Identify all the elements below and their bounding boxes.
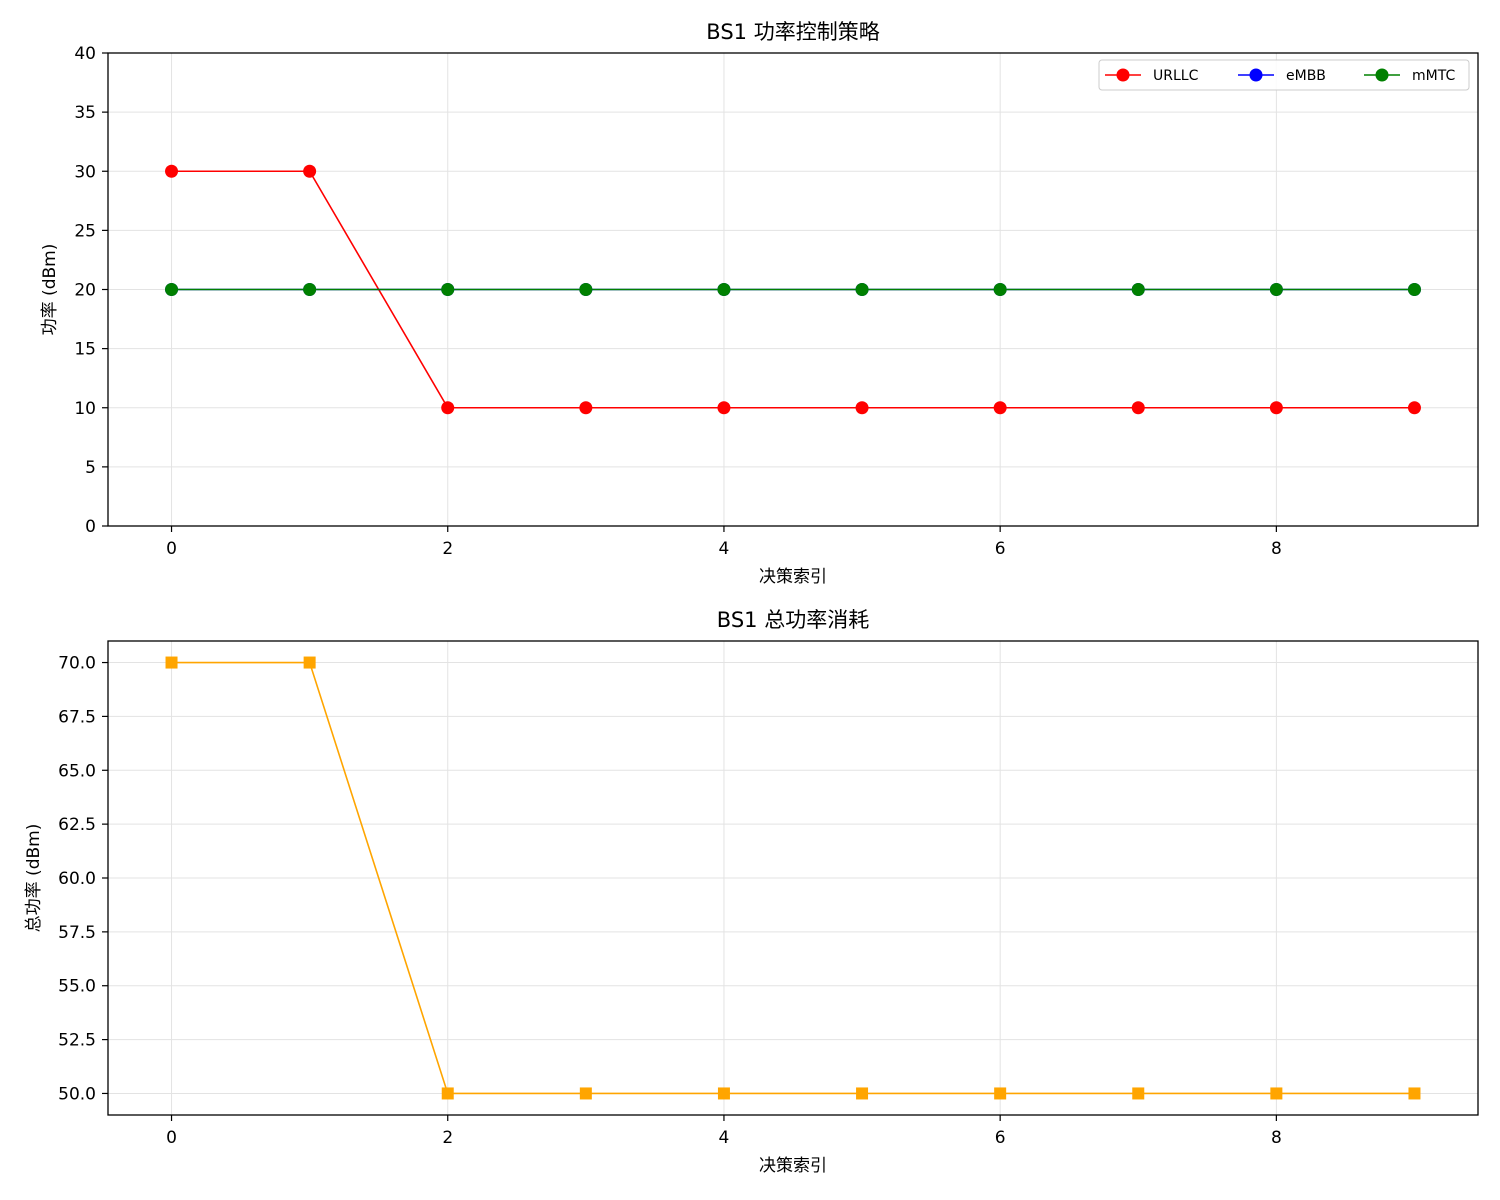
- chart-1-x-axis-label: 决策索引: [759, 567, 827, 587]
- x-tick-label: 8: [1271, 1128, 1282, 1148]
- data-point: [1131, 401, 1145, 415]
- y-tick-label: 70.0: [58, 654, 96, 674]
- data-point: [1407, 283, 1421, 296]
- chart-2-x-axis-label: 决策索引: [759, 1156, 827, 1176]
- data-point: [855, 283, 869, 296]
- chart-1-legend: URLLC eMBB mMTC: [1098, 59, 1470, 91]
- legend-label: mMTC: [1412, 68, 1455, 84]
- x-tick-label: 2: [442, 539, 453, 559]
- legend-marker: [1375, 68, 1389, 82]
- data-point: [717, 401, 731, 415]
- data-point: [1132, 1087, 1145, 1100]
- data-point: [579, 1087, 592, 1100]
- legend-label: eMBB: [1286, 68, 1326, 84]
- data-point: [993, 401, 1007, 415]
- data-point: [303, 656, 316, 669]
- data-point: [579, 401, 593, 415]
- chart-total-power: BS1 总功率消耗 0 2 4 6 8 50.0 52.5 55.0 57.5 60.0 62.5 6…: [24, 608, 1479, 1176]
- data-point: [717, 1087, 730, 1100]
- y-tick-label: 10: [74, 399, 96, 419]
- y-tick-label: 50.0: [58, 1084, 96, 1104]
- data-point: [1408, 1087, 1421, 1100]
- data-point: [303, 164, 317, 178]
- data-point: [441, 1087, 454, 1100]
- legend-marker: [1249, 68, 1263, 82]
- data-point: [1270, 1087, 1283, 1100]
- y-tick-label: 65.0: [58, 761, 96, 781]
- x-tick-label: 0: [166, 1128, 177, 1148]
- chart-2-grid: [108, 641, 1478, 1115]
- y-tick-label: 40: [74, 44, 96, 64]
- series-line: [171, 661, 1415, 1095]
- data-point: [1131, 283, 1145, 296]
- data-point: [993, 283, 1007, 296]
- chart-1-ticks: 0 2 4 6 8 0 5 10 15 20 25 30 35 40: [74, 44, 1281, 559]
- chart-2-y-axis-label: 总功率 (dBm): [24, 824, 44, 933]
- y-tick-label: 55.0: [58, 977, 96, 997]
- data-point: [165, 164, 179, 178]
- data-point: [441, 401, 455, 415]
- y-tick-label: 30: [74, 162, 96, 182]
- x-tick-label: 6: [995, 539, 1006, 559]
- y-tick-label: 20: [74, 281, 96, 301]
- x-tick-label: 4: [719, 539, 730, 559]
- x-tick-label: 2: [442, 1128, 453, 1148]
- legend-label: URLLC: [1153, 68, 1199, 84]
- y-tick-label: 35: [74, 103, 96, 123]
- y-tick-label: 62.5: [58, 815, 96, 835]
- chart-2-markers: [165, 656, 1421, 1100]
- data-point: [165, 283, 179, 296]
- legend-marker: [1116, 68, 1130, 82]
- x-tick-label: 4: [719, 1128, 730, 1148]
- y-tick-label: 60.0: [58, 869, 96, 889]
- data-point: [856, 1087, 869, 1100]
- data-point: [717, 283, 731, 296]
- chart-1-y-axis-label: 功率 (dBm): [40, 244, 60, 336]
- chart-1-markers: [165, 164, 1421, 415]
- y-tick-label: 67.5: [58, 707, 96, 727]
- data-point: [579, 283, 593, 296]
- data-point: [1269, 283, 1283, 296]
- legend-box: [1098, 59, 1470, 91]
- data-point: [1407, 401, 1421, 415]
- data-point: [855, 401, 869, 415]
- x-tick-label: 0: [166, 539, 177, 559]
- y-tick-label: 52.5: [58, 1031, 96, 1051]
- chart-2-title: BS1 总功率消耗: [717, 608, 869, 632]
- y-tick-label: 57.5: [58, 923, 96, 943]
- x-tick-label: 6: [995, 1128, 1006, 1148]
- data-point: [994, 1087, 1007, 1100]
- x-tick-label: 8: [1271, 539, 1282, 559]
- y-tick-label: 5: [85, 458, 96, 478]
- data-point: [441, 283, 455, 296]
- data-point: [1269, 401, 1283, 415]
- data-point: [165, 656, 178, 669]
- chart-2-ticks: 0 2 4 6 8 50.0 52.5 55.0 57.5 60.0 62.5 65.0 67.5 70.…: [58, 654, 1282, 1148]
- y-tick-label: 0: [85, 517, 96, 537]
- chart-power-control: BS1 功率控制策略 0 2 4 6 8 0 5 10 15 20 25 30 35 40 决策索引 功率…: [40, 20, 1479, 587]
- chart-2-lines: [171, 661, 1415, 1095]
- y-tick-label: 15: [74, 340, 96, 360]
- data-point: [303, 283, 317, 296]
- chart-1-lines: [171, 170, 1415, 409]
- y-tick-label: 25: [74, 221, 96, 241]
- chart-1-title: BS1 功率控制策略: [706, 20, 879, 44]
